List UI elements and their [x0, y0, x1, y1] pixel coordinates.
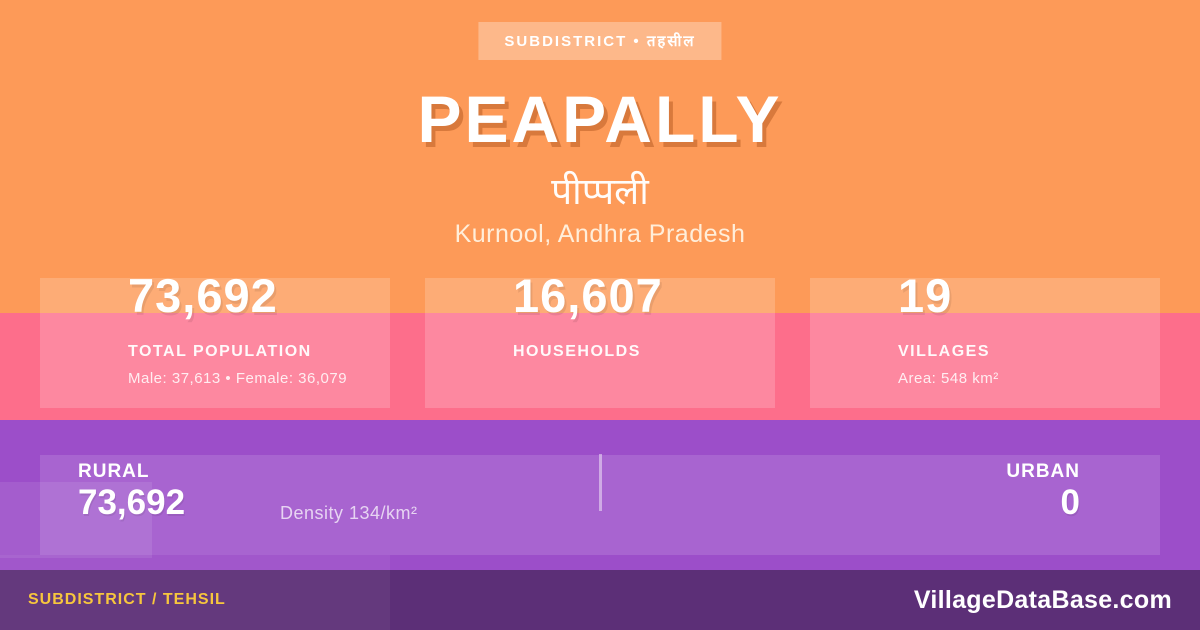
- decor-rect-left: [0, 482, 152, 558]
- stat-value-population: 73,692: [128, 269, 278, 322]
- stat-detail-population: Male: 37,613 • Female: 36,079: [128, 370, 348, 387]
- rural-value: 73,692: [78, 483, 186, 522]
- footer-type-label: SUBDISTRICT / TEHSIL: [28, 591, 226, 608]
- urban-label: URBAN: [1006, 461, 1080, 482]
- stat-label-villages: VILLAGES: [898, 343, 991, 360]
- footer: SUBDISTRICT / TEHSIL VillageDataBase.com: [0, 570, 1200, 630]
- stat-card-households: 16,607 HOUSEHOLDS: [425, 269, 775, 408]
- page-title: PEAPALLY: [417, 82, 783, 156]
- stat-value-villages: 19: [898, 269, 953, 322]
- stat-label-population: TOTAL POPULATION: [128, 343, 312, 360]
- decor-rect-footer: [0, 555, 390, 630]
- stat-label-households: HOUSEHOLDS: [513, 343, 641, 360]
- page-title-native: पीप्पली: [551, 171, 649, 212]
- urban-value: 0: [1060, 483, 1080, 522]
- stat-card-villages: 19 VILLAGES Area: 548 km²: [810, 269, 1160, 408]
- stat-card-total-population: 73,692 TOTAL POPULATION Male: 37,613 • F…: [40, 269, 390, 408]
- type-badge: SUBDISTRICT • तहसील: [478, 22, 722, 60]
- footer-brand: VillageDataBase.com: [913, 585, 1172, 614]
- rural-label: RURAL: [78, 461, 150, 482]
- stat-detail-villages: Area: 548 km²: [898, 370, 999, 387]
- type-badge-label: SUBDISTRICT • तहसील: [504, 33, 696, 50]
- stat-value-households: 16,607: [513, 269, 663, 322]
- density-text: Density 134/km²: [280, 503, 418, 523]
- rural-urban-band: [0, 420, 1200, 570]
- rural-urban-divider: [599, 454, 602, 511]
- location-subtitle: Kurnool, Andhra Pradesh: [454, 220, 746, 248]
- rural-urban-panel: [40, 455, 1160, 555]
- hero-band: [0, 0, 1200, 313]
- footer-band: [0, 570, 1200, 630]
- pink-band: [0, 313, 1200, 420]
